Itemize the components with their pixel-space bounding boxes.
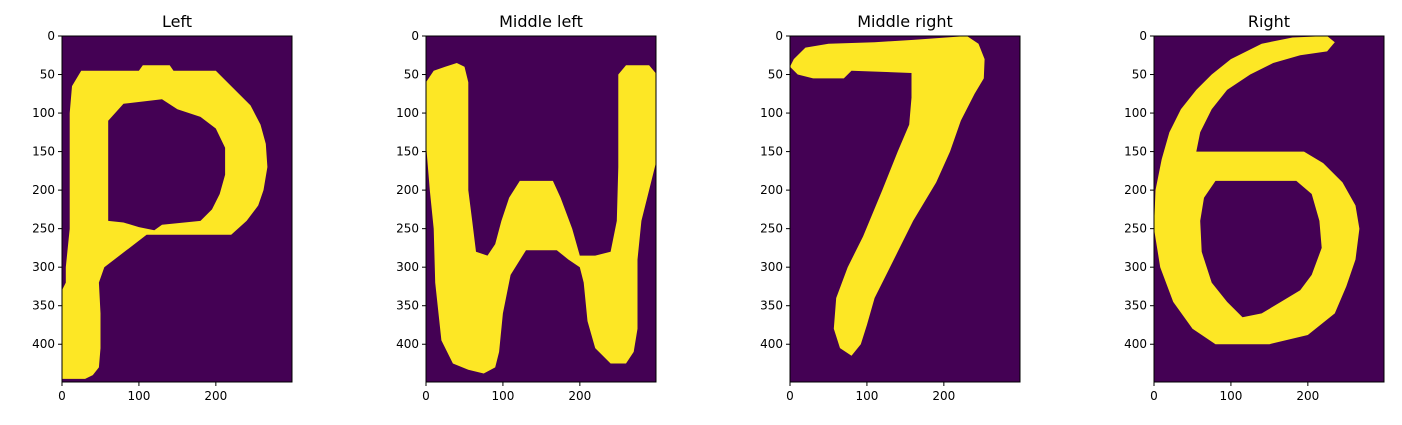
panel-title: Middle right	[857, 12, 953, 31]
panel-4: Right 0 50 100 150 200 250 300 350 400 0 100 200	[1124, 12, 1384, 403]
y-tick-label: 200	[760, 183, 783, 197]
y-tick-label: 150	[32, 145, 55, 159]
y-tick-label: 0	[47, 29, 55, 43]
y-tick-label: 400	[32, 337, 55, 351]
x-tick-label: 0	[786, 389, 794, 403]
y-tick-label: 100	[760, 106, 783, 120]
y-tick-label: 100	[396, 106, 419, 120]
x-tick-label: 200	[1296, 389, 1319, 403]
y-tick-label: 350	[760, 299, 783, 313]
y-tick-label: 150	[1124, 145, 1147, 159]
y-tick-label: 50	[768, 68, 783, 82]
panel-1: Left 0 50 100 150 200 250 300 350 400 0 100 200	[32, 12, 292, 403]
panel-2: Middle left 0 50 100 150 200 250 300 350 400 0 100 2…	[396, 12, 657, 403]
x-tick-label: 100	[491, 389, 514, 403]
panel-title: Right	[1248, 12, 1290, 31]
panel-title: Left	[162, 12, 192, 31]
y-tick-label: 300	[1124, 260, 1147, 274]
x-tick-label: 200	[932, 389, 955, 403]
x-tick-label: 100	[855, 389, 878, 403]
y-tick-label: 350	[32, 299, 55, 313]
x-tick-label: 100	[1219, 389, 1242, 403]
y-tick-label: 250	[396, 222, 419, 236]
panel-title: Middle left	[499, 12, 583, 31]
y-tick-label: 400	[760, 337, 783, 351]
y-tick-label: 350	[1124, 299, 1147, 313]
y-tick-label: 0	[1139, 29, 1147, 43]
y-tick-label: 250	[760, 222, 783, 236]
x-tick-label: 0	[422, 389, 430, 403]
y-tick-label: 150	[760, 145, 783, 159]
x-tick-label: 200	[568, 389, 591, 403]
y-tick-label: 200	[32, 183, 55, 197]
y-tick-label: 50	[1132, 68, 1147, 82]
y-tick-label: 300	[760, 260, 783, 274]
y-tick-label: 100	[32, 106, 55, 120]
y-tick-label: 250	[32, 222, 55, 236]
y-tick-label: 100	[1124, 106, 1147, 120]
x-tick-label: 0	[58, 389, 66, 403]
y-tick-label: 400	[1124, 337, 1147, 351]
y-tick-label: 50	[404, 68, 419, 82]
y-tick-label: 250	[1124, 222, 1147, 236]
y-tick-label: 0	[411, 29, 419, 43]
x-tick-label: 200	[204, 389, 227, 403]
x-tick-label: 0	[1150, 389, 1158, 403]
y-tick-label: 150	[396, 145, 419, 159]
y-tick-label: 200	[1124, 183, 1147, 197]
y-tick-label: 300	[396, 260, 419, 274]
y-tick-label: 300	[32, 260, 55, 274]
y-tick-label: 400	[396, 337, 419, 351]
y-tick-label: 350	[396, 299, 419, 313]
panel-3: Middle right 0 50 100 150 200 250 300 350 400 0 100…	[760, 12, 1020, 403]
y-tick-label: 0	[775, 29, 783, 43]
x-tick-label: 100	[127, 389, 150, 403]
y-tick-label: 200	[396, 183, 419, 197]
y-tick-label: 50	[40, 68, 55, 82]
